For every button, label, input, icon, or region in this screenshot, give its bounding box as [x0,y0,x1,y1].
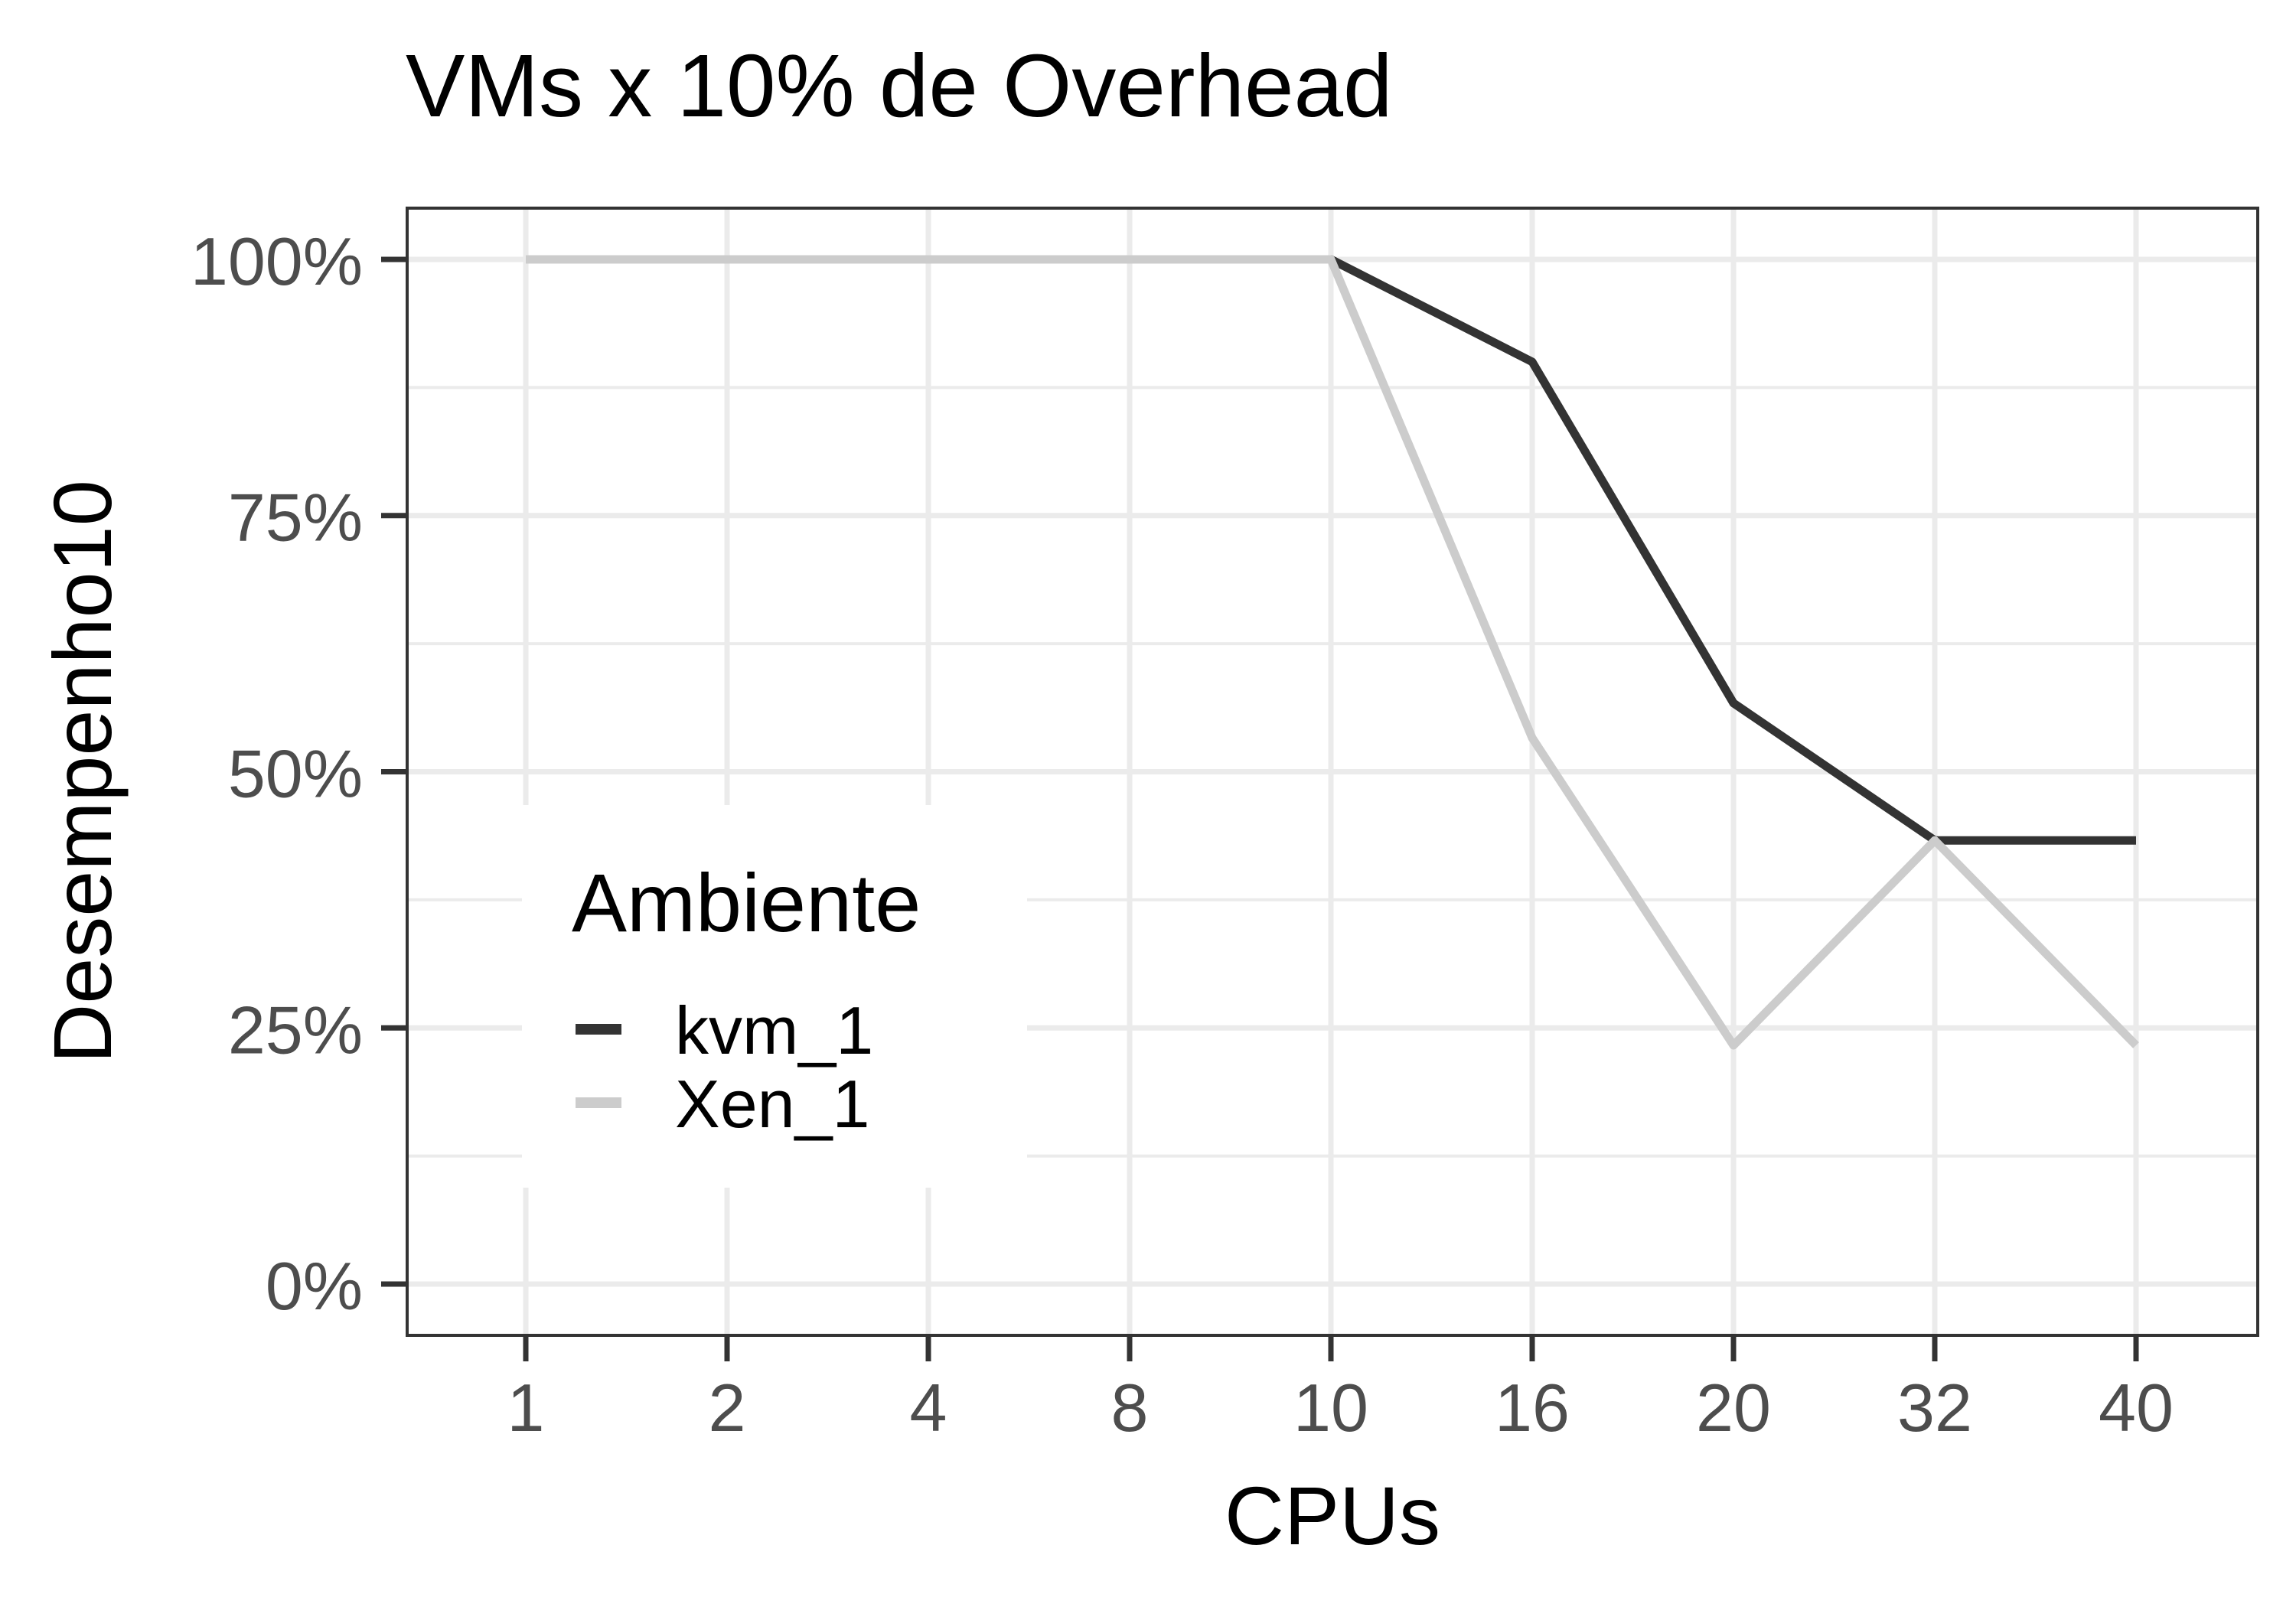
series-line-Xen_1 [526,255,2139,1050]
x-axis-title: CPUs [1225,1469,1440,1562]
axes: 0% 25% 50% 75% 100% 1 2 4 8 10 16 20 32 40 [191,223,2174,1446]
x-tick-label: 2 [709,1370,746,1446]
y-tick-label: 25% [228,992,363,1068]
legend-label: Xen_1 [675,1066,869,1142]
legend-label: kvm_1 [675,993,873,1068]
y-tick-label: 50% [228,736,363,812]
y-tick-label: 75% [228,480,363,556]
chart-title: VMs x 10% de Overhead [406,36,1393,135]
x-tick-label: 8 [1111,1370,1149,1446]
series-lines [526,255,2139,1050]
legend-background [522,805,1027,1188]
y-axis-title: Desempenho10 [36,480,129,1064]
legend-title: Ambiente [572,856,921,949]
x-tick-label: 40 [2099,1370,2174,1446]
x-tick-label: 1 [507,1370,545,1446]
y-tick-label: 100% [191,223,363,299]
x-tick-label: 4 [910,1370,947,1446]
x-tick-label: 10 [1293,1370,1368,1446]
x-tick-label: 16 [1495,1370,1570,1446]
x-tick-label: 32 [1897,1370,1972,1446]
y-tick-label: 0% [266,1248,363,1324]
x-tick-label: 20 [1696,1370,1771,1446]
